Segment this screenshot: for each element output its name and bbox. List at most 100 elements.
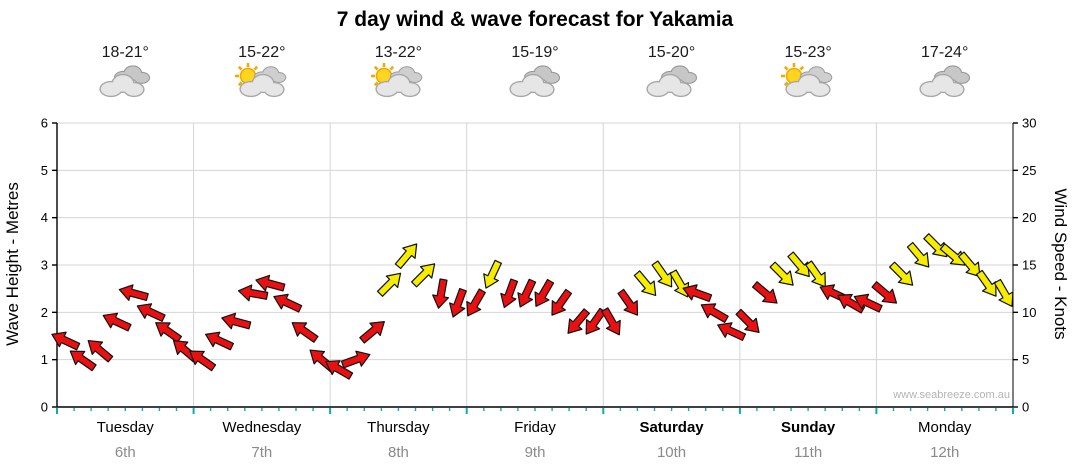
wind-arrow [805,260,826,288]
wind-arrow [889,261,914,286]
weather-icon-slot [233,62,291,109]
weather-icon-partly-sunny [371,63,423,98]
wind-arrow [651,260,673,288]
cloud-shape [509,73,555,98]
wind-arrow [958,251,981,278]
wind-arrow [735,308,760,334]
cloud-shape [645,73,692,98]
weather-icon-cloudy [919,65,970,98]
wind-arrow [221,312,252,330]
wind-arrow [534,278,555,307]
temperature-range: 18-21° [101,44,149,61]
weather-icon-cloudy [99,65,151,98]
cloud-shape [99,73,145,98]
wind-arrow [500,278,519,309]
wind-arrow [432,278,450,309]
weather-icon-slot [779,62,837,109]
weather-icon-slot [916,62,974,109]
left-axis-tick-label: 3 [41,258,48,273]
weather-icon-slot [369,62,427,109]
right-axis-tick-label: 10 [1022,305,1036,320]
wind-arrow [585,307,607,335]
right-axis-tick-label: 30 [1022,116,1036,131]
wind-arrow [700,303,729,323]
wind-arrow [751,281,778,304]
wind-arrow [69,350,97,372]
right-axis-tick-label: 25 [1022,163,1036,178]
left-axis-tick-label: 4 [41,210,48,225]
wind-arrow [340,350,371,369]
temperature-range: 15-23° [784,44,832,61]
wind-arrow [466,288,486,317]
wind-arrow [871,281,898,304]
wind-arrow [102,312,132,332]
right-axis-tick-label: 15 [1022,258,1036,273]
wind-arrow [205,331,234,351]
cloud-shape [785,73,831,98]
wind-arrow [551,288,573,316]
wind-arrow [255,274,286,292]
cloud-shape [375,73,422,98]
temperature-range: 15-19° [511,44,559,61]
watermark: www.seabreeze.com.au [893,389,1010,401]
wind-arrow [291,322,319,343]
day-name-label: Tuesday [96,419,154,436]
wind-arrow [237,284,269,302]
left-axis-title: Wave Height - Metres [3,182,22,346]
day-name-label: Thursday [367,419,430,436]
left-axis-tick-label: 6 [41,116,48,131]
wind-arrow [376,272,402,297]
wind-arrow [155,322,183,343]
wind-arrow [617,288,639,316]
wind-arrow [411,263,436,288]
wind-arrow [939,243,966,266]
day-date-label: 10th [656,444,687,461]
wind-arrow [189,350,217,372]
weather-icon-slot [506,62,564,109]
left-axis-tick-label: 2 [41,305,48,320]
weather-icon-slot [96,62,154,109]
wind-arrow [51,331,81,351]
wind-arrow [483,259,502,289]
day-date-label: 11th [794,444,823,461]
temperature-range: 13-22° [374,44,423,61]
cloud-shape [919,73,965,98]
right-axis-title: Wind Speed - Knots [1051,188,1070,340]
wind-arrow [633,270,657,296]
wind-arrow [769,261,794,286]
day-date-label: 6th [114,444,136,461]
wind-arrow [906,241,930,268]
temperature-range: 17-24° [921,44,969,61]
weather-icon-partly-sunny [781,63,833,98]
temperature-range: 15-20° [647,44,696,61]
wind-arrow [273,293,303,313]
day-date-label: 9th [524,444,546,461]
day-date-label: 7th [251,444,273,461]
wind-arrow [449,287,467,318]
wind-arrow [601,307,621,336]
wind-arrow [787,251,810,278]
weather-icon-partly-sunny [234,63,287,98]
day-name-label: Monday [918,419,972,436]
left-axis-tick-label: 5 [41,163,48,178]
wind-arrow [118,284,149,302]
cloud-shape [239,73,285,98]
wind-arrow [359,321,385,344]
day-date-label: 8th [387,444,409,461]
left-axis-tick-label: 1 [41,352,48,367]
wind-arrow [136,303,166,322]
wind-arrow [682,284,713,303]
day-date-label: 12th [930,444,960,461]
weather-icon-cloudy [645,65,697,98]
weather-icon-slot [643,62,701,109]
chart-title: 7 day wind & wave forecast for Yakamia [336,8,734,31]
wind-arrow [517,278,537,308]
temperature-range: 15-22° [238,44,286,61]
wind-arrow [567,308,590,334]
wind-arrow [993,278,1014,307]
wind-arrow [717,322,747,341]
day-name-label: Sunday [781,419,836,436]
right-axis-tick-label: 5 [1022,352,1029,367]
right-axis-tick-label: 20 [1022,210,1036,225]
